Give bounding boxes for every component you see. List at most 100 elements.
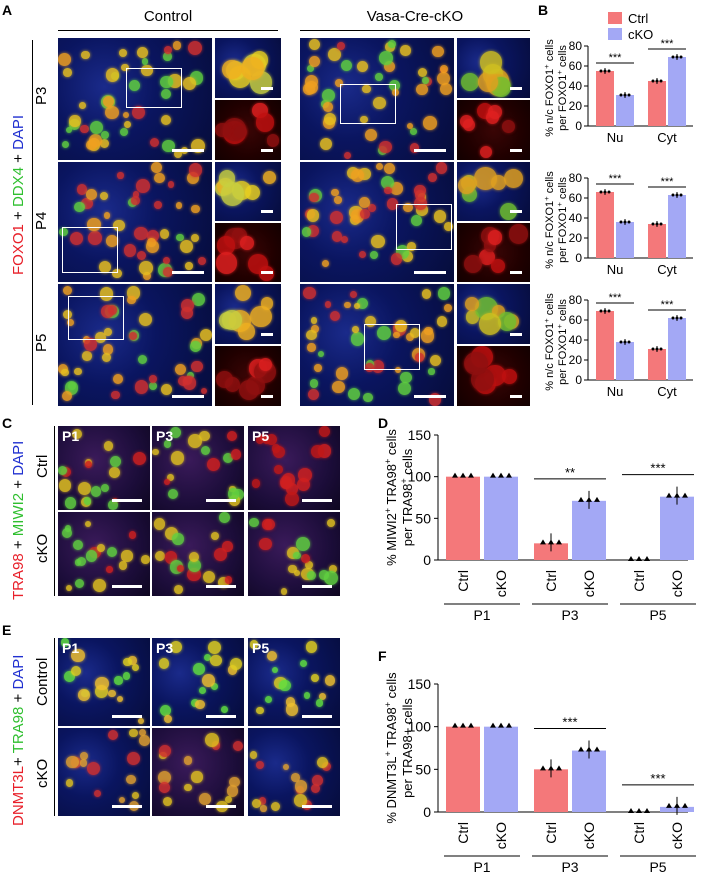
cell — [121, 550, 133, 562]
micrograph-c-cKO-P5 — [248, 512, 340, 596]
cell — [344, 301, 351, 309]
cell — [133, 451, 147, 465]
cell — [341, 59, 353, 72]
cell — [264, 695, 272, 703]
cell — [215, 251, 238, 274]
cell — [266, 433, 278, 445]
cell — [256, 706, 264, 715]
micrograph-control-P3 — [58, 38, 212, 160]
cell — [61, 391, 72, 402]
bar-label: cKO — [493, 570, 509, 597]
panel-letter-f: F — [378, 648, 387, 664]
data-point — [578, 746, 584, 752]
cell — [322, 260, 330, 268]
cell — [79, 759, 88, 767]
micrograph-e-cKO-P5 — [248, 728, 340, 816]
cell — [180, 299, 194, 313]
cell — [181, 307, 193, 320]
cell — [185, 262, 193, 270]
scale-bar — [414, 271, 446, 274]
row-label-p4: P4 — [33, 211, 50, 230]
cell — [102, 95, 115, 108]
cell — [305, 561, 314, 570]
cell — [136, 179, 150, 193]
cell — [63, 285, 73, 296]
cell — [478, 312, 501, 335]
cell — [138, 718, 145, 725]
data-point — [671, 316, 675, 320]
cell — [103, 441, 114, 451]
micrograph-cko-P5 — [300, 284, 454, 406]
cell — [331, 188, 339, 197]
scale-bar — [172, 395, 204, 398]
micrograph-c-cKO-P1 — [58, 512, 150, 596]
cell — [112, 268, 122, 279]
micrograph-e-Control-P1: P1 — [58, 638, 150, 726]
cell — [71, 665, 82, 676]
cell — [136, 47, 148, 59]
cell — [123, 244, 136, 257]
cell — [162, 139, 175, 153]
cell — [230, 657, 243, 670]
scale-bar — [112, 585, 142, 588]
cell — [340, 235, 349, 244]
cell — [432, 45, 444, 58]
cell — [365, 362, 375, 372]
cell — [88, 134, 102, 148]
cell — [118, 561, 128, 570]
bar-P1-cKO — [484, 726, 518, 812]
cell — [383, 61, 395, 73]
cell — [153, 172, 165, 184]
cell — [191, 771, 203, 783]
data-point — [651, 79, 655, 83]
cell — [61, 368, 70, 377]
cell — [437, 71, 451, 85]
cell — [174, 363, 186, 375]
cell — [509, 224, 529, 244]
micrograph-c-Ctrl-P5: P5 — [248, 426, 340, 510]
cell — [82, 351, 92, 361]
bar-label: Ctrl — [543, 570, 559, 592]
cell — [117, 172, 124, 179]
data-point — [659, 79, 663, 83]
micrograph-cko-P3 — [300, 38, 454, 160]
cell — [279, 476, 293, 489]
data-point — [506, 722, 512, 728]
cell — [328, 565, 338, 574]
bar-Nu-cKO — [616, 222, 634, 258]
cell — [123, 120, 132, 129]
cell — [285, 492, 299, 507]
significance-label: *** — [661, 299, 675, 311]
zoom-red-control — [215, 100, 281, 160]
cell — [310, 317, 318, 324]
y-tick-label: 50 — [415, 510, 431, 526]
data-point — [594, 496, 600, 502]
cell — [234, 284, 251, 301]
cell — [305, 641, 317, 653]
cell — [247, 254, 269, 275]
data-point — [556, 539, 562, 545]
cell — [215, 122, 230, 138]
scale-bar — [206, 585, 236, 588]
cell — [306, 225, 319, 238]
y-tick-label: 0 — [575, 373, 582, 387]
cell — [377, 325, 391, 340]
cell — [128, 531, 137, 539]
data-point — [682, 802, 688, 808]
zoom-merge-cko — [457, 162, 530, 221]
micrograph-c-Ctrl-P3: P3 — [152, 426, 244, 510]
cell — [435, 162, 448, 174]
cell — [188, 559, 201, 573]
cell — [379, 50, 393, 65]
cell — [414, 196, 428, 211]
cell — [84, 520, 91, 527]
data-point — [578, 496, 584, 502]
scale-bar — [510, 333, 522, 336]
cell — [497, 312, 516, 331]
cell — [335, 367, 349, 380]
cell — [384, 186, 392, 195]
scale-bar — [112, 805, 142, 808]
cell — [353, 302, 361, 310]
cell — [99, 287, 114, 301]
